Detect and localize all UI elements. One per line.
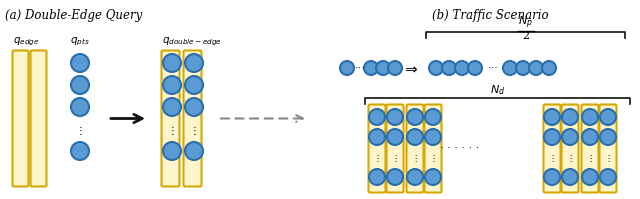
Text: ⋮: ⋮ bbox=[391, 153, 399, 163]
FancyBboxPatch shape bbox=[31, 51, 47, 186]
Circle shape bbox=[407, 129, 423, 145]
Text: $N_d$: $N_d$ bbox=[490, 83, 505, 97]
Circle shape bbox=[425, 169, 441, 185]
FancyBboxPatch shape bbox=[561, 104, 579, 192]
Text: ⋮: ⋮ bbox=[604, 153, 612, 163]
Circle shape bbox=[600, 169, 616, 185]
Text: ⋮: ⋮ bbox=[566, 153, 574, 163]
Circle shape bbox=[407, 109, 423, 125]
Text: ⋮: ⋮ bbox=[167, 126, 177, 136]
FancyBboxPatch shape bbox=[543, 104, 561, 192]
Text: (a) Double-Edge Query: (a) Double-Edge Query bbox=[5, 9, 142, 22]
Circle shape bbox=[71, 54, 89, 72]
Circle shape bbox=[429, 61, 443, 75]
Circle shape bbox=[369, 169, 385, 185]
FancyBboxPatch shape bbox=[13, 51, 29, 186]
Circle shape bbox=[163, 98, 181, 116]
Circle shape bbox=[387, 169, 403, 185]
FancyBboxPatch shape bbox=[387, 104, 403, 192]
Circle shape bbox=[163, 142, 181, 160]
Circle shape bbox=[562, 169, 578, 185]
Circle shape bbox=[582, 109, 598, 125]
Circle shape bbox=[71, 76, 89, 94]
Circle shape bbox=[516, 61, 530, 75]
Circle shape bbox=[582, 129, 598, 145]
Circle shape bbox=[388, 61, 402, 75]
Circle shape bbox=[185, 98, 203, 116]
Circle shape bbox=[163, 54, 181, 72]
Circle shape bbox=[442, 61, 456, 75]
Circle shape bbox=[425, 129, 441, 145]
Text: ⋮: ⋮ bbox=[373, 153, 381, 163]
FancyBboxPatch shape bbox=[369, 104, 385, 192]
FancyBboxPatch shape bbox=[582, 104, 598, 192]
Circle shape bbox=[503, 61, 517, 75]
Text: $q_{edge}$: $q_{edge}$ bbox=[13, 36, 39, 48]
Circle shape bbox=[387, 109, 403, 125]
Circle shape bbox=[185, 76, 203, 94]
Circle shape bbox=[387, 129, 403, 145]
Text: ⋮: ⋮ bbox=[429, 153, 437, 163]
FancyBboxPatch shape bbox=[184, 51, 202, 186]
Circle shape bbox=[407, 169, 423, 185]
Circle shape bbox=[600, 129, 616, 145]
Circle shape bbox=[529, 61, 543, 75]
Circle shape bbox=[468, 61, 482, 75]
Text: · · · · · ·: · · · · · · bbox=[440, 143, 479, 153]
Circle shape bbox=[340, 61, 354, 75]
Circle shape bbox=[562, 109, 578, 125]
Circle shape bbox=[185, 54, 203, 72]
Circle shape bbox=[455, 61, 469, 75]
Text: ⋮: ⋮ bbox=[548, 153, 556, 163]
Text: ⋮: ⋮ bbox=[411, 153, 419, 163]
FancyBboxPatch shape bbox=[161, 51, 179, 186]
FancyBboxPatch shape bbox=[406, 104, 424, 192]
Text: ⋮: ⋮ bbox=[75, 126, 85, 136]
FancyBboxPatch shape bbox=[600, 104, 616, 192]
Text: $\Rightarrow$: $\Rightarrow$ bbox=[403, 60, 419, 75]
Circle shape bbox=[71, 98, 89, 116]
Circle shape bbox=[582, 169, 598, 185]
Circle shape bbox=[562, 129, 578, 145]
Circle shape bbox=[544, 169, 560, 185]
Text: (b) Traffic Scenario: (b) Traffic Scenario bbox=[432, 9, 548, 22]
Text: 2: 2 bbox=[522, 31, 529, 41]
Text: $N_p$: $N_p$ bbox=[518, 15, 533, 31]
Circle shape bbox=[544, 129, 560, 145]
Text: ⋮: ⋮ bbox=[189, 126, 199, 136]
Text: $q_{pts}$: $q_{pts}$ bbox=[70, 36, 90, 48]
Text: ···: ··· bbox=[355, 63, 365, 73]
Circle shape bbox=[163, 76, 181, 94]
Circle shape bbox=[71, 142, 89, 160]
Text: ···: ··· bbox=[488, 63, 499, 73]
Text: $q_{double-edge}$: $q_{double-edge}$ bbox=[162, 36, 222, 48]
Circle shape bbox=[364, 61, 378, 75]
Circle shape bbox=[369, 129, 385, 145]
Circle shape bbox=[600, 109, 616, 125]
Circle shape bbox=[185, 142, 203, 160]
Text: ⋮: ⋮ bbox=[586, 153, 594, 163]
Circle shape bbox=[425, 109, 441, 125]
FancyBboxPatch shape bbox=[424, 104, 442, 192]
Circle shape bbox=[542, 61, 556, 75]
Circle shape bbox=[369, 109, 385, 125]
Circle shape bbox=[544, 109, 560, 125]
Circle shape bbox=[376, 61, 390, 75]
